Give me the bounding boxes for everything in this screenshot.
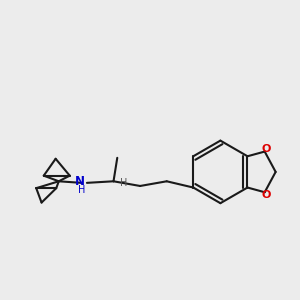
Text: H: H (78, 185, 85, 195)
Text: N: N (75, 176, 85, 188)
Text: O: O (262, 144, 271, 154)
Text: H: H (120, 178, 127, 188)
Text: O: O (262, 190, 271, 200)
